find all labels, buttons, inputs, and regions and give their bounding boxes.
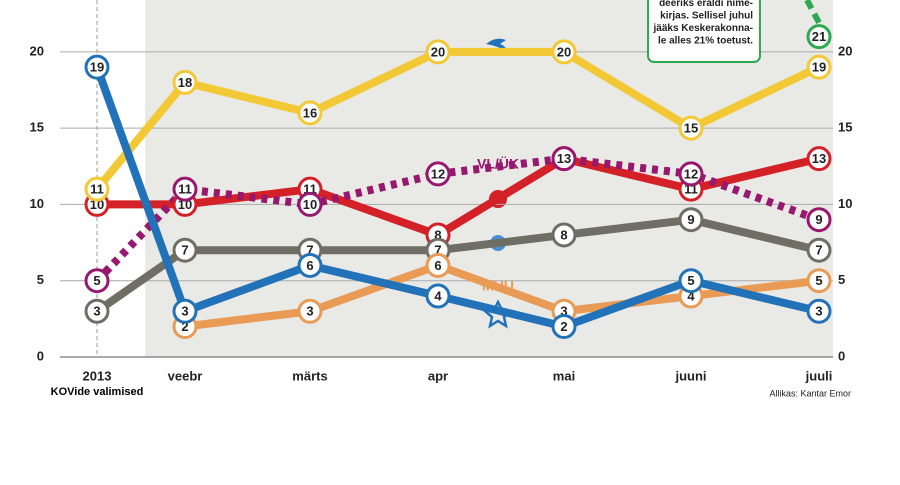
data-point — [84, 268, 110, 294]
data-point — [806, 54, 832, 80]
data-label: 12 — [684, 166, 698, 181]
data-label: 6 — [306, 258, 313, 273]
data-label: 19 — [90, 60, 104, 75]
y-tick-label: 10 — [30, 196, 44, 211]
y-tick-label: 20 — [838, 43, 852, 58]
annotation-line — [804, 0, 822, 25]
data-point — [806, 298, 832, 324]
data-label: 7 — [434, 243, 441, 258]
data-point — [425, 39, 451, 65]
data-label: 2 — [181, 319, 188, 334]
data-point — [806, 237, 832, 263]
data-label: 11 — [90, 182, 104, 197]
data-label: 3 — [815, 304, 822, 319]
data-label: 9 — [687, 212, 694, 227]
x-sublabel: KOVide valimised — [51, 386, 144, 398]
data-point — [678, 207, 704, 233]
data-label: 20 — [557, 44, 571, 59]
annotation-text: le alles 21% toetust. — [658, 36, 753, 47]
data-point — [297, 298, 323, 324]
data-label: 16 — [303, 105, 317, 120]
data-point — [84, 176, 110, 202]
data-label: 4 — [434, 288, 442, 303]
y-tick-label: 0 — [37, 348, 44, 363]
y-tick-label: 10 — [838, 196, 852, 211]
series-name: VL/ÜK — [477, 156, 519, 172]
data-label: 8 — [434, 227, 441, 242]
data-point — [84, 298, 110, 324]
annotation-value: 21 — [812, 29, 826, 44]
data-label: 20 — [431, 44, 445, 59]
data-label: 4 — [687, 288, 695, 303]
data-point — [806, 146, 832, 172]
data-point — [806, 207, 832, 233]
data-label: 3 — [181, 304, 188, 319]
x-tick-label: märts — [292, 368, 327, 383]
data-point — [425, 283, 451, 309]
x-tick-label: 2013 — [83, 368, 112, 383]
data-label: 18 — [178, 75, 192, 90]
data-label: 19 — [812, 60, 826, 75]
data-point — [551, 222, 577, 248]
data-point — [172, 176, 198, 202]
x-tick-label: apr — [428, 368, 448, 383]
data-point — [172, 237, 198, 263]
y-tick-label: 20 — [30, 43, 44, 58]
data-point — [84, 54, 110, 80]
data-point — [297, 252, 323, 278]
x-tick-label: mai — [553, 368, 575, 383]
data-label: 3 — [306, 304, 313, 319]
data-point — [172, 298, 198, 324]
y-tick-label: 15 — [838, 120, 852, 135]
data-label: 6 — [434, 258, 441, 273]
data-label: 3 — [560, 304, 567, 319]
data-point — [551, 146, 577, 172]
source: Allikas: Kantar Emor — [769, 388, 851, 398]
data-label: 11 — [178, 182, 192, 197]
series-name: MUU — [482, 278, 514, 294]
data-point — [551, 313, 577, 339]
data-label: 9 — [815, 212, 822, 227]
data-point — [806, 268, 832, 294]
data-label: 3 — [93, 304, 100, 319]
data-point — [297, 100, 323, 126]
data-point — [172, 69, 198, 95]
data-point — [678, 268, 704, 294]
data-point — [551, 39, 577, 65]
data-label: 2 — [560, 319, 567, 334]
annotation-text: deeriks eraldi nime- — [659, 0, 753, 9]
data-label: 13 — [557, 151, 571, 166]
data-label: 8 — [560, 227, 567, 242]
y-tick-label: 0 — [838, 348, 845, 363]
annotation-box — [647, 0, 761, 63]
x-tick-label: juuni — [674, 368, 706, 383]
data-label: 15 — [684, 121, 698, 136]
data-label: 7 — [181, 243, 188, 258]
annotation-text: kirjas. Sellisel juhul — [660, 11, 753, 22]
x-tick-label: juuli — [805, 368, 833, 383]
data-label: 10 — [303, 197, 317, 212]
data-label: 5 — [93, 273, 100, 288]
data-label: 5 — [815, 273, 822, 288]
data-label: 7 — [306, 243, 313, 258]
data-point — [678, 161, 704, 187]
annotation-text: jääks Keskerakonna- — [652, 23, 753, 34]
data-point — [425, 252, 451, 278]
y-tick-label: 5 — [37, 272, 44, 287]
data-label: 5 — [687, 273, 694, 288]
data-label: 7 — [815, 243, 822, 258]
data-point — [678, 115, 704, 141]
data-point — [425, 161, 451, 187]
y-tick-label: 5 — [838, 272, 845, 287]
y-tick-label: 15 — [30, 120, 44, 135]
data-point — [297, 191, 323, 217]
annotation-marker — [806, 24, 832, 50]
x-tick-label: veebr — [168, 368, 203, 383]
series-line — [184, 261, 820, 331]
data-label: 12 — [431, 166, 445, 181]
data-label: 13 — [812, 151, 826, 166]
